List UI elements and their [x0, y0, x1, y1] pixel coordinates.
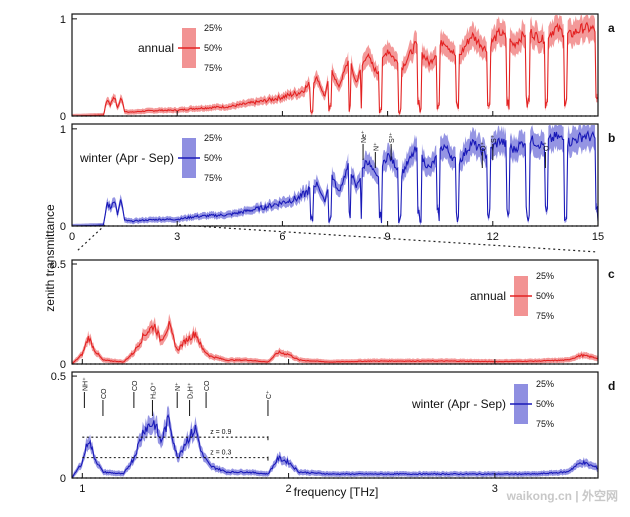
panel-d-annotation-4: N⁺ [175, 382, 182, 391]
panel-a-legend-p25: 25% [204, 23, 222, 33]
panel-a-legend-p50: 50% [204, 43, 222, 53]
panel-d-annotation-6: CO [204, 380, 211, 391]
panel-b-xtick-label-3: 9 [385, 231, 391, 243]
panel-b-annotation-1: N⁺ [373, 142, 380, 151]
panel-d-legend-label: winter (Apr - Sep) [411, 397, 506, 411]
panel-c-legend-label: annual [470, 289, 506, 303]
panel-d-xtick-label-0: 1 [79, 483, 85, 495]
y-axis-label: zenith transmittance [43, 204, 57, 312]
panel-d-xtick-label-2: 3 [492, 483, 498, 495]
panel-b-legend-p25: 25% [204, 133, 222, 143]
watermark: waikong.cn | 外空网 [506, 488, 618, 503]
panel-c-ytick-label-0: 0 [60, 359, 66, 371]
x-axis-label: frequency [THz] [294, 485, 379, 499]
zoom-guide-left [75, 224, 106, 253]
panel-b-xtick-label-1: 3 [174, 231, 180, 243]
panel-b-ytick-label-1: 1 [60, 124, 66, 136]
panel-a-letter: a [608, 21, 615, 35]
panel-c-legend-p75: 75% [536, 311, 554, 321]
panel-b-annotation-3: O⁺ [480, 142, 487, 151]
panel-d-annotation-0: NH⁺ [82, 377, 89, 391]
panel-d-annotation-5: D₂H⁺ [188, 382, 195, 399]
panel-d-band [72, 405, 598, 478]
panel-b-annotation-0: Ne⁺ [361, 130, 368, 143]
panel-d-refline-label-1: z = 0.3 [210, 450, 231, 457]
panel-d-legend-p75: 75% [536, 419, 554, 429]
panel-a-band [72, 15, 598, 116]
panel-d-xtick-label-1: 2 [286, 483, 292, 495]
panel-d-annotation-1: CO [101, 388, 108, 399]
panel-c-legend-p50: 50% [536, 291, 554, 301]
panel-a-legend-label: annual [138, 41, 174, 55]
panel-b-annotation-5: O⁺ [543, 142, 550, 151]
panel-d-annotation-3: H₂O⁺ [150, 382, 157, 399]
panel-d-legend-p50: 50% [536, 399, 554, 409]
panel-b-median-line [72, 129, 599, 227]
panel-c-legend-p25: 25% [536, 271, 554, 281]
panel-d-annotation-2: CO [132, 380, 139, 391]
panel-a-ytick-label-1: 1 [60, 14, 66, 26]
panel-b-ytick-label-0: 0 [60, 221, 66, 233]
panel-c-median-line [71, 321, 599, 365]
panel-d-annotation-7: C⁺ [266, 390, 273, 399]
panel-d-frame [71, 371, 599, 479]
panel-b-annotation-4: S⁺ [491, 134, 498, 143]
panel-a-median-line [72, 21, 599, 117]
panel-c-band [72, 313, 598, 364]
panel-c-ytick-label-1: 0.5 [51, 259, 66, 271]
panel-b-letter: b [608, 131, 615, 145]
panel-a-frame [71, 13, 599, 117]
panel-c-letter: c [608, 267, 615, 281]
panel-d-ytick-label-1: 0.5 [51, 371, 66, 383]
panel-d-letter: d [608, 379, 615, 393]
panel-a-legend-p75: 75% [204, 63, 222, 73]
panel-b-frame [71, 123, 599, 227]
panel-b-band [72, 125, 598, 226]
panel-b-xtick-label-2: 6 [279, 231, 285, 243]
panel-d-ytick-label-0: 0 [60, 473, 66, 485]
panel-d-refline-label-0: z = 0.9 [210, 429, 231, 436]
panel-b-legend-p50: 50% [204, 153, 222, 163]
panel-d-legend-p25: 25% [536, 379, 554, 389]
panel-c-frame [71, 259, 599, 365]
panel-b-xtick-label-0: 0 [69, 231, 75, 243]
panel-b-legend-p75: 75% [204, 173, 222, 183]
panel-b-legend-label: winter (Apr - Sep) [79, 151, 174, 165]
panel-b-xtick-label-5: 15 [592, 231, 604, 243]
panel-b-xtick-label-4: 12 [487, 231, 499, 243]
panel-a-ytick-label-0: 0 [60, 111, 66, 123]
panel-b-annotation-2: S³⁺ [389, 132, 396, 143]
